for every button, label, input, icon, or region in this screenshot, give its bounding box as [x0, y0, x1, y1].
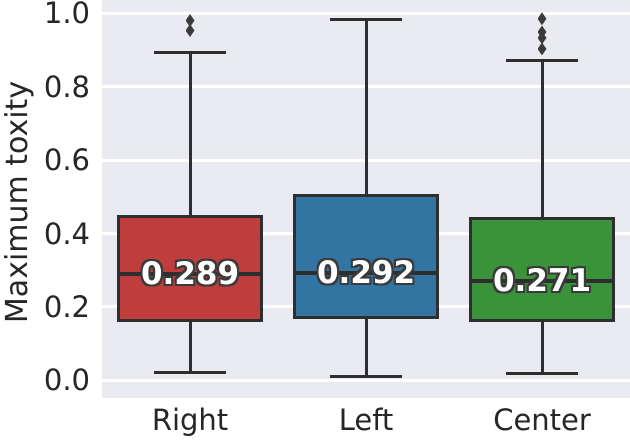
plot-area: 0.289 0.292 0.271: [102, 0, 630, 398]
gridline: [102, 378, 630, 382]
outlier-marker-right: [185, 14, 195, 28]
median-line-left: [293, 271, 439, 276]
median-label-right: 0.289: [140, 256, 240, 293]
whisker-cap-top-right: [154, 50, 226, 54]
gridline: [102, 11, 630, 15]
whisker-cap-bottom-left: [330, 375, 402, 379]
x-tick-label: Right: [151, 403, 229, 437]
outlier-marker-center: [537, 42, 547, 56]
whisker-line-right: [188, 52, 192, 373]
y-tick-label: 0.4: [43, 216, 90, 251]
y-axis-title: Maximum toxity: [0, 80, 35, 324]
median-line-right: [117, 272, 263, 277]
outlier-marker-right: [185, 23, 195, 37]
box-right: [117, 214, 263, 322]
y-tick-label: 0.2: [43, 289, 90, 324]
outlier-marker-center: [537, 12, 547, 26]
whisker-cap-bottom-center: [506, 371, 578, 375]
median-line-center: [469, 278, 615, 283]
x-tick-label: Left: [338, 403, 394, 437]
whisker-cap-top-center: [506, 58, 578, 62]
whisker-cap-top-left: [330, 17, 402, 21]
whisker-cap-bottom-right: [154, 370, 226, 374]
y-tick-label: 0.8: [43, 69, 90, 104]
outlier-marker-center: [537, 25, 547, 39]
y-tick-label: 0.6: [43, 143, 90, 178]
y-tick-label: 1.0: [43, 0, 90, 31]
x-tick-label: Center: [493, 403, 591, 437]
median-label-center: 0.271: [492, 262, 592, 299]
box-left: [293, 193, 439, 319]
y-tick-label: 0.0: [43, 363, 90, 398]
box-center: [469, 216, 615, 323]
median-label-left: 0.292: [316, 255, 416, 292]
